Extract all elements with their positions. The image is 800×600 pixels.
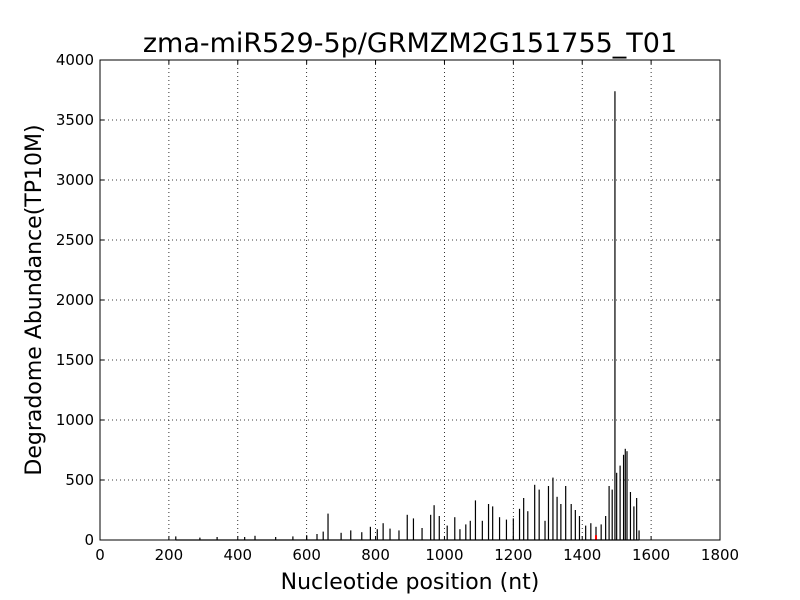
axis-ticks: 0 200 400 600 800 1000 1200 1400 1600 1800 0 500 100…	[56, 51, 739, 564]
x-tick-label: 1600	[632, 546, 670, 564]
y-tick-label: 2000	[56, 291, 94, 309]
x-tick-label: 1200	[494, 546, 532, 564]
x-tick-label: 400	[223, 546, 252, 564]
x-tick-label: 200	[155, 546, 184, 564]
y-tick-label: 3000	[56, 171, 94, 189]
y-tick-label: 3500	[56, 111, 94, 129]
x-tick-label: 1400	[563, 546, 601, 564]
y-tick-label: 0	[84, 531, 94, 549]
x-tick-label: 0	[95, 546, 105, 564]
y-tick-label: 4000	[56, 51, 94, 69]
x-tick-label: 800	[361, 546, 390, 564]
chart-title: zma-miR529-5p/GRMZM2G151755_T01	[143, 28, 677, 59]
y-tick-label: 2500	[56, 231, 94, 249]
y-tick-label: 1500	[56, 351, 94, 369]
y-tick-label: 1000	[56, 411, 94, 429]
y-tick-label: 500	[65, 471, 94, 489]
x-axis-label: Nucleotide position (nt)	[281, 570, 540, 595]
y-axis-label: Degradome Abundance(TP10M)	[22, 124, 47, 475]
x-tick-label: 600	[292, 546, 321, 564]
x-tick-label: 1000	[425, 546, 463, 564]
x-tick-label: 1800	[701, 546, 739, 564]
